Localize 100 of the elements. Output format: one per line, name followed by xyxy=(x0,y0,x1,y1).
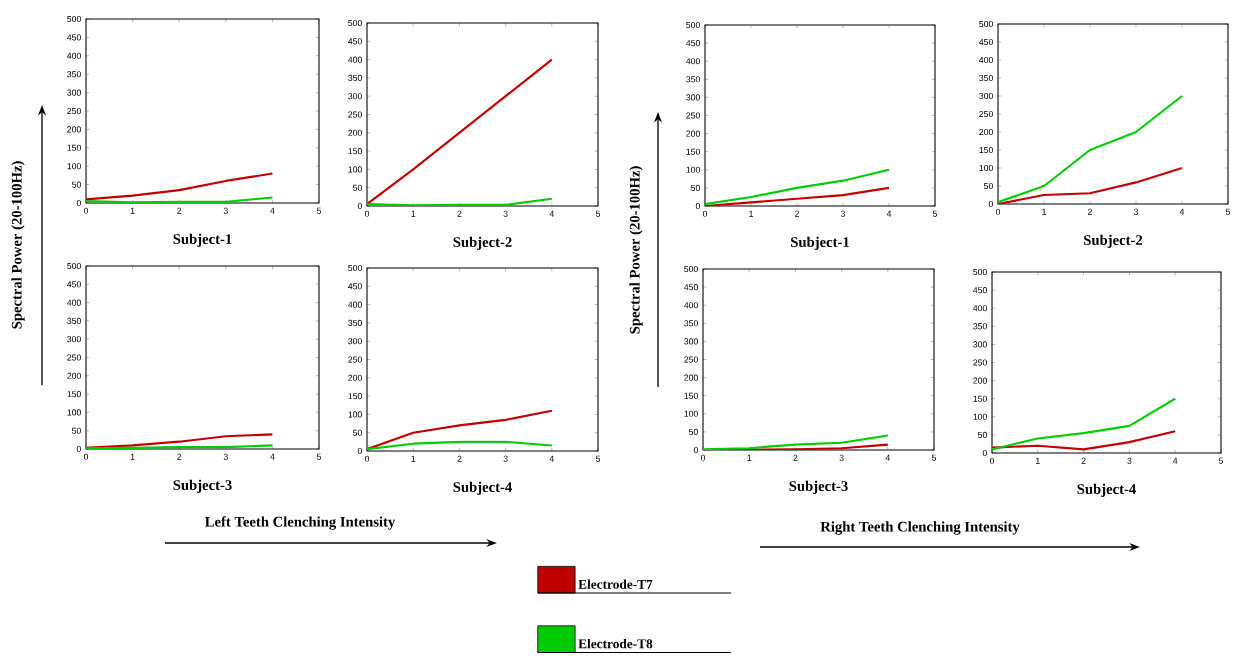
y-tick-label: 300 xyxy=(348,338,362,345)
y-tick-label: 450 xyxy=(348,283,362,290)
line-series xyxy=(705,168,891,206)
y-tick-label: 0 xyxy=(693,446,698,454)
y-tick-label: 450 xyxy=(979,38,993,46)
x-axis-title: Subject-2 xyxy=(453,236,512,250)
y-tick-label: 350 xyxy=(686,76,700,83)
y-tick-label: 350 xyxy=(684,320,698,327)
y-tick-label: 500 xyxy=(684,265,698,273)
y-tick-label: 200 xyxy=(67,372,81,379)
y-tick-label: 500 xyxy=(348,19,362,27)
y-tick-label: 150 xyxy=(348,393,362,400)
x-tick-label: 5 xyxy=(932,210,938,217)
x-tick-label: 5 xyxy=(595,210,601,217)
y-tick-label: 300 xyxy=(67,89,81,96)
y-tick-label: 50 xyxy=(978,431,987,438)
y-tick-label: 400 xyxy=(973,305,987,312)
y-tick-label: 150 xyxy=(686,148,700,155)
text: Right Teeth Clenching Intensity xyxy=(820,521,1020,535)
y-tick-label: 100 xyxy=(979,164,993,172)
x-tick-label: 3 xyxy=(503,455,508,462)
y-tick-label: 50 xyxy=(72,181,81,188)
y-tick-label: 450 xyxy=(348,38,362,45)
x-tick-label: 3 xyxy=(840,210,846,217)
x-tick-label: 2 xyxy=(1081,457,1086,464)
y-tick-label: 450 xyxy=(684,284,698,291)
x-tick-label: 1 xyxy=(411,455,416,462)
x-tick-label: 0 xyxy=(83,207,89,214)
y-tick-label: 50 xyxy=(353,184,362,191)
y-tick-label: 350 xyxy=(348,74,362,81)
text: Left Teeth Clenching Intensity xyxy=(204,516,396,530)
y-tick-label: 250 xyxy=(684,356,698,363)
x-axis-title: Subject-4 xyxy=(453,481,512,495)
x-tick-label: 0 xyxy=(364,210,370,217)
y-tick-label: 100 xyxy=(684,410,698,417)
x-tick-label: 5 xyxy=(316,207,322,214)
y-tick-label: 300 xyxy=(348,93,362,100)
y-tick-label: 50 xyxy=(984,182,993,190)
x-axis-title: Subject-2 xyxy=(1084,234,1143,248)
y-tick-label: 350 xyxy=(979,74,993,82)
y-tick-label: 450 xyxy=(67,281,81,288)
y-tick-label: 500 xyxy=(67,262,81,270)
y-tick-label: 100 xyxy=(686,166,700,173)
x-tick-label: 1 xyxy=(130,453,135,460)
x-tick-label: 2 xyxy=(795,210,799,217)
y-tick-label: 150 xyxy=(684,392,698,399)
y-tick-label: 500 xyxy=(979,20,993,28)
y-tick-label: 450 xyxy=(973,287,987,294)
line-series xyxy=(86,172,274,201)
x-tick-label: 3 xyxy=(1133,208,1139,215)
y-tick-label: 100 xyxy=(67,163,81,170)
y-tick-label: 500 xyxy=(348,264,362,272)
y-tick-label: 200 xyxy=(684,374,698,381)
y-tick-label: 250 xyxy=(348,356,362,363)
y-tick-label: 200 xyxy=(973,377,987,384)
y-tick-label: 400 xyxy=(348,301,362,308)
y-tick-label: 250 xyxy=(686,112,700,119)
x-tick-label: 5 xyxy=(316,453,322,460)
y-tick-label: 100 xyxy=(348,411,362,418)
x-tick-label: 5 xyxy=(1225,208,1231,215)
y-tick-label: 150 xyxy=(979,146,993,154)
y-tick-label: 400 xyxy=(348,56,362,63)
x-tick-label: 4 xyxy=(270,453,275,460)
y-tick-label: 350 xyxy=(973,323,987,330)
y-tick-label: 300 xyxy=(979,92,993,100)
x-tick-label: 3 xyxy=(223,453,228,460)
x-tick-label: 3 xyxy=(503,210,508,217)
y-tick-label: 200 xyxy=(979,128,993,136)
y-tick-label: 0 xyxy=(357,447,362,455)
y-tick-label: 50 xyxy=(689,428,698,435)
line-series xyxy=(367,440,553,451)
y-tick-label: 0 xyxy=(988,200,993,208)
y-tick-label: 200 xyxy=(348,129,362,136)
y-tick-label: 400 xyxy=(684,302,698,309)
y-tick-label: 50 xyxy=(353,429,362,436)
x-tick-label: 5 xyxy=(931,454,937,461)
y-axis-title: Spectral Power (20-100Hz) xyxy=(11,161,25,329)
y-tick-label: 500 xyxy=(67,15,81,23)
y-tick-label: 300 xyxy=(67,336,81,343)
y-tick-label: 150 xyxy=(67,391,81,398)
y-tick-label: 100 xyxy=(973,413,987,420)
legend-label: Electrode-T8 xyxy=(578,638,653,649)
x-tick-label: 0 xyxy=(702,210,708,217)
y-tick-label: 450 xyxy=(67,34,81,41)
x-tick-label: 2 xyxy=(793,454,798,461)
x-tick-label: 4 xyxy=(886,210,892,217)
y-tick-label: 400 xyxy=(686,58,700,65)
y-tick-label: 50 xyxy=(72,427,81,434)
y-tick-label: 300 xyxy=(686,94,700,101)
y-axis-title: Spectral Power (20-100Hz) xyxy=(629,166,643,334)
x-axis-title: Subject-3 xyxy=(173,479,232,493)
x-axis-title: Subject-1 xyxy=(791,236,849,250)
y-tick-label: 400 xyxy=(67,299,81,306)
x-tick-label: 1 xyxy=(130,207,135,214)
y-tick-label: 500 xyxy=(973,268,987,276)
x-tick-label: 3 xyxy=(839,454,844,461)
line-series xyxy=(705,186,891,206)
y-tick-label: 200 xyxy=(686,130,700,137)
line-series xyxy=(367,409,553,451)
x-tick-label: 2 xyxy=(457,210,462,217)
